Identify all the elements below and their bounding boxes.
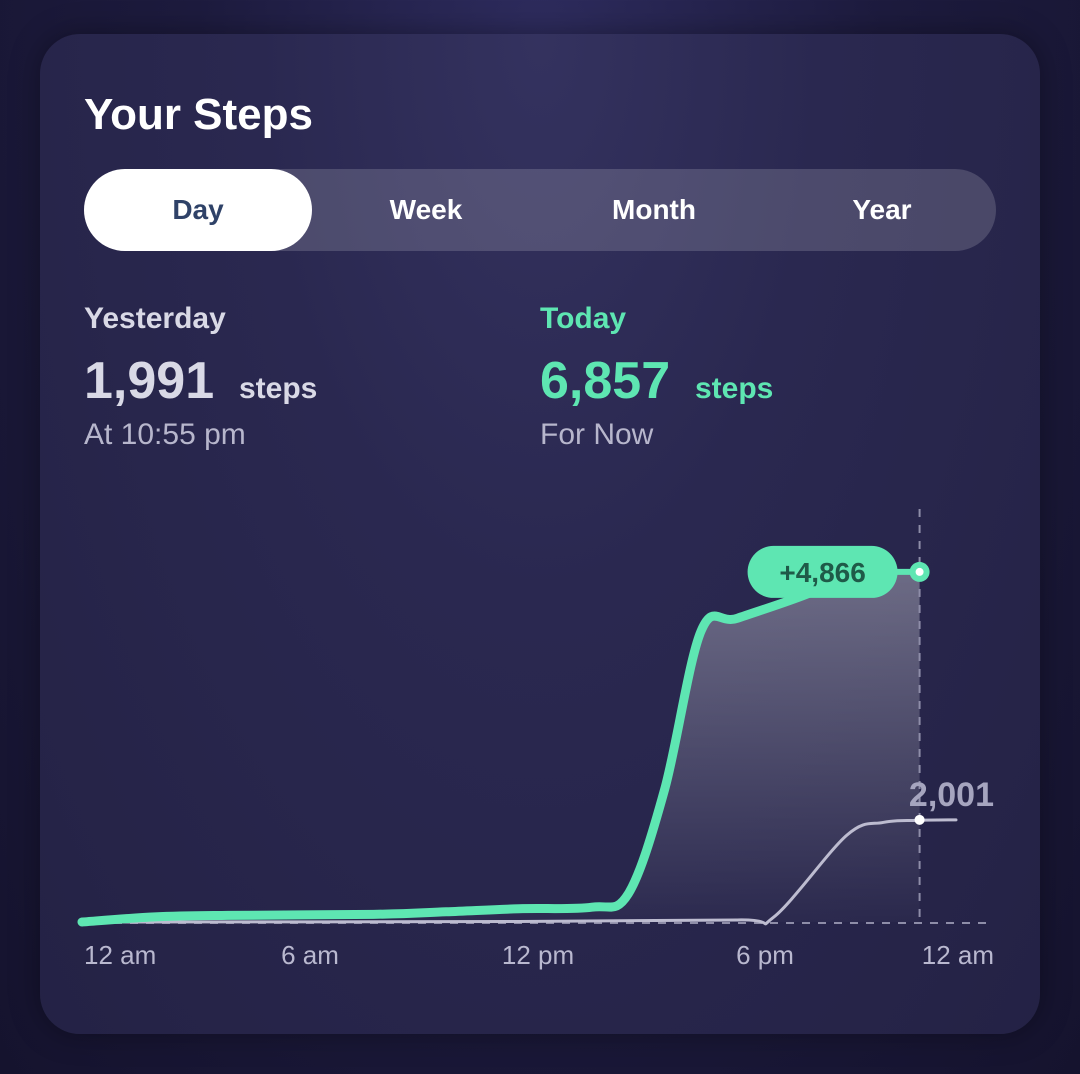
yesterday-steps-unit: steps	[239, 372, 318, 405]
x-tick-label: 6 pm	[736, 940, 794, 970]
steps-card: Your Steps Day Week Month Year Yesterday…	[40, 34, 1040, 1034]
yesterday-series-line	[80, 818, 958, 926]
difference-badge	[747, 545, 898, 598]
x-tick-label: 6 am	[281, 940, 339, 970]
today-steps-value: 6,857	[540, 352, 671, 410]
tab-month[interactable]: Month	[612, 194, 696, 225]
period-selector: Day Week Month Year	[84, 169, 996, 251]
today-label: Today	[540, 302, 627, 335]
tab-year[interactable]: Year	[852, 194, 912, 225]
steps-chart: +4,866 2,001 12 am 6 am 12 pm 6 pm 12 am	[77, 509, 994, 970]
page-title: Your Steps	[84, 90, 314, 139]
today-status: For Now	[540, 418, 654, 451]
today-endpoint-inner	[915, 567, 924, 576]
x-tick-label: 12 am	[922, 940, 994, 970]
yesterday-point-marker	[914, 814, 925, 825]
today-steps-unit: steps	[695, 372, 774, 405]
today-series-line	[77, 567, 852, 927]
difference-badge-label: +4,866	[779, 557, 865, 588]
yesterday-value-label: 2,001	[909, 776, 994, 814]
x-tick-label: 12 am	[84, 940, 156, 970]
yesterday-label: Yesterday	[84, 302, 226, 335]
today-area-fill	[82, 571, 920, 922]
yesterday-time: At 10:55 pm	[84, 418, 246, 451]
tab-day[interactable]: Day	[84, 169, 312, 251]
x-tick-label: 12 pm	[502, 940, 574, 970]
tab-week[interactable]: Week	[389, 194, 463, 225]
yesterday-steps-value: 1,991	[84, 352, 215, 410]
